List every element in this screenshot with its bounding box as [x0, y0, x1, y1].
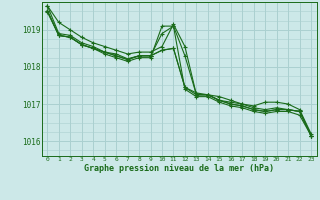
- X-axis label: Graphe pression niveau de la mer (hPa): Graphe pression niveau de la mer (hPa): [84, 164, 274, 173]
